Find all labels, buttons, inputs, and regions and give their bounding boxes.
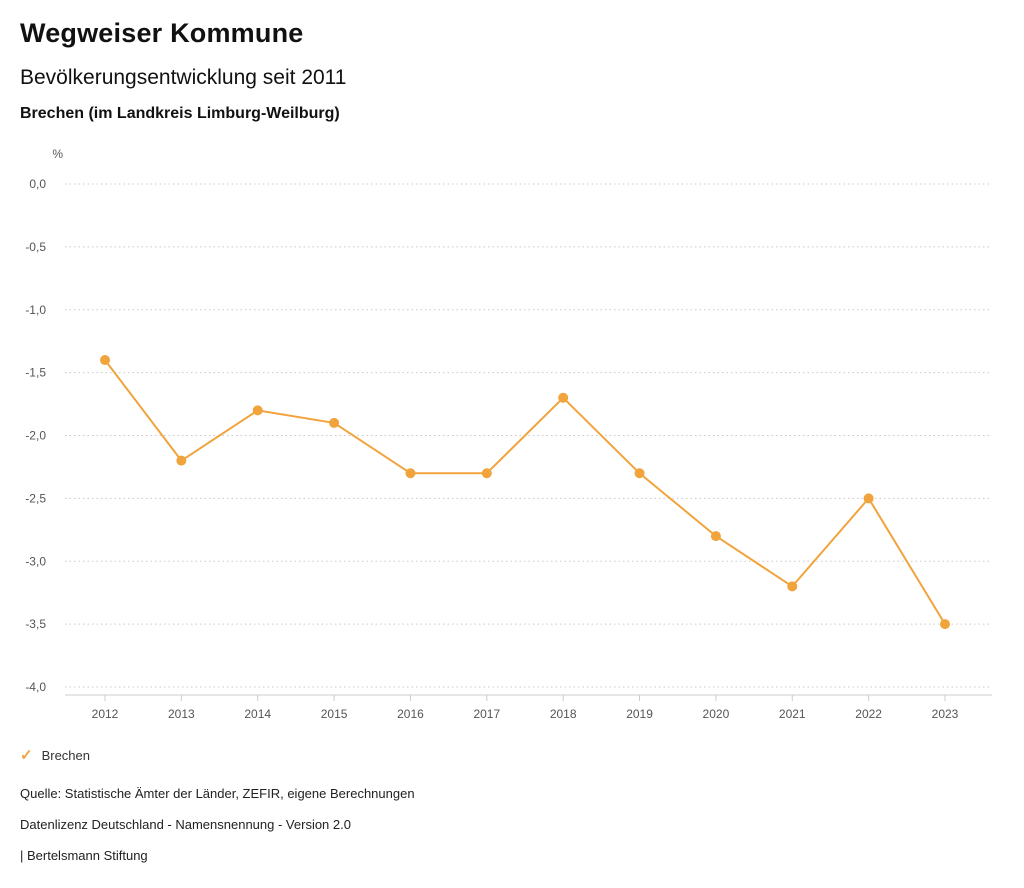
chart-subtitle-region: Brechen (im Landkreis Limburg-Weilburg): [20, 105, 340, 122]
license-text: Datenlizenz Deutschland - Namensnennung …: [20, 817, 351, 832]
y-tick-label: -3,5: [25, 617, 46, 631]
data-point[interactable]: [710, 531, 721, 542]
x-tick-label: 2015: [321, 707, 348, 721]
x-tick-label: 2013: [168, 707, 195, 721]
x-tick-label: 2018: [550, 707, 577, 721]
data-point[interactable]: [405, 468, 416, 479]
data-point[interactable]: [329, 417, 340, 428]
x-tick-label: 2019: [626, 707, 653, 721]
data-point[interactable]: [634, 468, 645, 479]
chart-title: Bevölkerungsentwicklung seit 2011: [20, 66, 347, 89]
x-tick-label: 2012: [92, 707, 119, 721]
legend-item-brechen[interactable]: ✓ Brechen: [20, 744, 90, 766]
x-tick-label: 2017: [473, 707, 500, 721]
x-tick-label: 2014: [244, 707, 271, 721]
data-point[interactable]: [252, 405, 263, 416]
data-point[interactable]: [481, 468, 492, 479]
data-point[interactable]: [940, 619, 950, 630]
y-tick-label: -1,0: [25, 303, 46, 317]
x-tick-label: 2022: [855, 707, 882, 721]
y-tick-label: -0,5: [25, 240, 46, 254]
y-tick-label: -4,0: [25, 680, 46, 694]
y-axis-unit-label: %: [52, 147, 63, 161]
data-point[interactable]: [863, 493, 874, 504]
page-title: Wegweiser Kommune: [20, 18, 304, 48]
series-line: [104, 359, 946, 625]
data-point[interactable]: [558, 392, 569, 403]
chart-canvas: % 0,0 -0,5 -1,0 -1,5 -2,0 -2,5 -3,0 -3,5 -4,0 2012…: [25, 147, 992, 721]
y-tick-label: -1,5: [25, 366, 46, 380]
y-tick-label: -2,0: [25, 429, 46, 443]
y-tick-label: -2,5: [25, 491, 46, 505]
data-point[interactable]: [176, 455, 187, 466]
x-tick-label: 2023: [932, 707, 959, 721]
legend-label: Brechen: [41, 747, 90, 763]
data-point[interactable]: [100, 355, 110, 366]
line-chart: % 0,0 -0,5 -1,0 -1,5 -2,0 -2,5 -3,0 -3,5 -4,0 2012…: [0, 140, 1024, 730]
data-point[interactable]: [787, 581, 798, 592]
x-tick-label: 2016: [397, 707, 424, 721]
x-tick-label: 2021: [779, 707, 806, 721]
x-tick-label: 2020: [703, 707, 730, 721]
y-tick-label: 0,0: [29, 177, 46, 191]
y-tick-label: -3,0: [25, 554, 46, 568]
legend-check-icon: ✓: [20, 746, 33, 764]
attribution-text: | Bertelsmann Stiftung: [20, 848, 148, 863]
source-text: Quelle: Statistische Ämter der Länder, Z…: [20, 786, 415, 801]
